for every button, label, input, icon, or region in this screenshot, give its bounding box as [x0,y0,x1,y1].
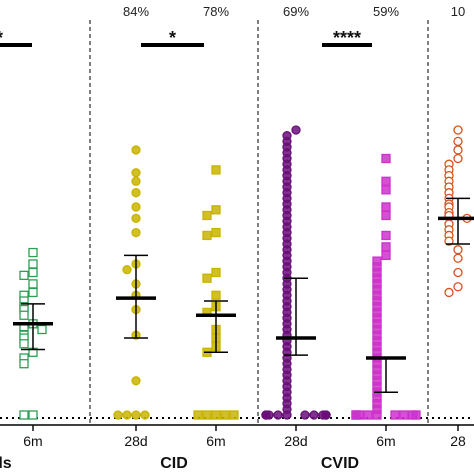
data-point [28,410,38,420]
x-tick-label: 6m [23,433,42,449]
data-point [28,267,38,278]
x-tick-label: 28d [124,433,147,449]
data-point [363,410,373,420]
data-point [37,324,47,335]
data-point [399,410,409,420]
group-label: CVID [321,455,359,472]
data-point [28,287,38,298]
data-point [28,259,38,269]
data-point [131,188,141,198]
percent-label: 59% [373,4,399,19]
data-point [19,270,29,281]
data-point [122,264,132,275]
data-point [28,247,38,258]
data-point [381,202,391,212]
data-point [202,210,212,221]
data-point [19,339,29,349]
data-point [211,205,221,215]
data-point [131,410,141,420]
data-point [28,279,38,289]
percent-label: 84% [123,4,149,19]
data-point [381,210,391,221]
significance-label: * [169,28,176,48]
data-point [282,410,292,420]
data-point [211,290,221,300]
data-point [202,410,212,420]
data-point [453,145,463,155]
data-point [321,410,331,420]
data-point [193,410,203,420]
data-point [444,287,454,298]
x-tick-label: 6m [376,433,395,449]
data-point [211,227,221,238]
data-point [453,253,463,263]
data-point [390,410,400,420]
x-tick-label: 28 [450,433,466,449]
data-point [381,153,391,164]
data-point [19,410,29,420]
data-point [211,410,221,420]
group-label: rols [0,455,12,472]
data-point [381,250,391,261]
group-label: CID [160,455,188,472]
data-point [453,153,463,164]
data-point [411,410,421,420]
data-point [131,145,141,155]
data-point [381,185,391,195]
data-point [300,410,310,420]
percent-label: 69% [283,4,309,19]
data-point [381,230,391,241]
data-point [273,410,283,420]
data-point [202,273,212,283]
data-point [211,165,221,175]
data-point [202,230,212,241]
data-point [122,410,132,420]
significance-label: **** [333,28,361,48]
chart-plot-area: *******rolsCIDCVIDI91%6m84%28d78%6m69%28… [0,4,474,472]
data-point [444,236,454,246]
data-point [140,410,150,420]
percent-label: 78% [203,4,229,19]
significance-label: ** [0,28,3,48]
data-point [131,176,141,186]
x-tick-label: 28d [284,433,307,449]
data-point [131,213,141,224]
data-point [453,245,463,255]
data-point [309,410,319,420]
data-point [453,125,463,135]
data-point [453,136,463,147]
data-point [453,267,463,278]
percent-label: 10 [451,4,465,19]
data-point [261,410,271,420]
data-point [229,410,239,420]
data-point [131,202,141,212]
x-tick-label: 6m [206,433,225,449]
data-point [291,125,301,135]
data-point [113,410,123,420]
data-point [381,176,391,186]
data-point [351,410,361,420]
data-point [220,410,230,420]
data-point [211,267,221,278]
data-point [381,242,391,252]
data-point [453,282,463,292]
data-point [19,310,29,320]
data-point [131,227,141,238]
data-point [131,168,141,178]
data-point [19,359,29,369]
data-point [131,376,141,386]
data-point [372,410,382,420]
